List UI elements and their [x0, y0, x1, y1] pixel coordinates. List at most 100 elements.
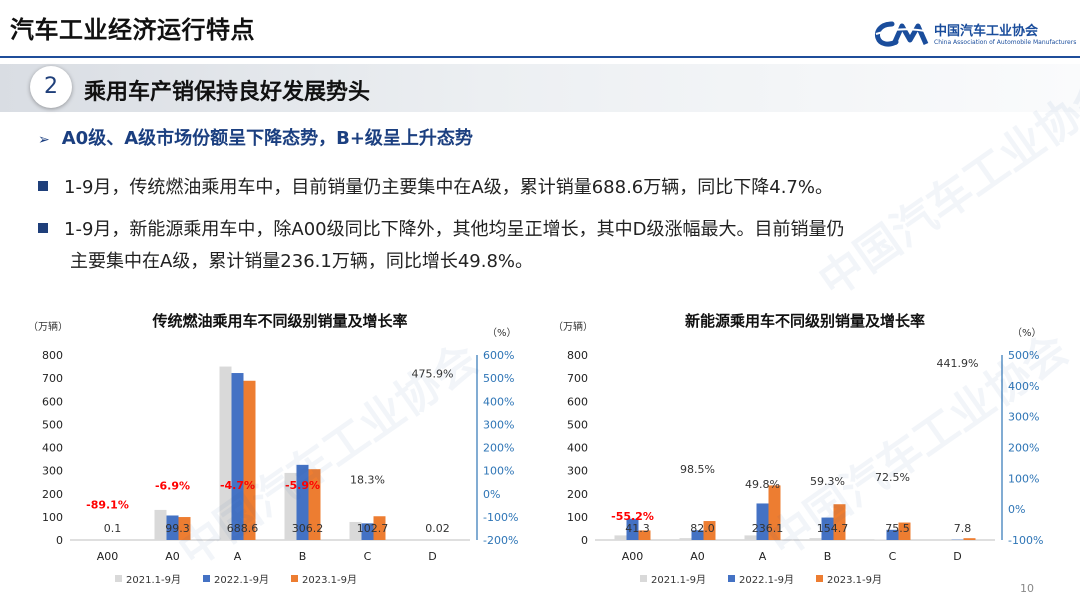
growth-label: 98.5% [680, 463, 715, 476]
data-label: 99.3 [165, 522, 190, 535]
bullet-ice-text: 1-9月，传统燃油乘用车中，目前销量仍主要集中在A级，累计销量688.6万辆，同… [64, 177, 833, 198]
y2-tick-label: -200% [483, 534, 518, 547]
y-tick-label: 400 [42, 442, 63, 455]
x-tick-label: A [234, 550, 242, 563]
logo-text-cn: 中国汽车工业协会 [934, 24, 1039, 39]
bar-2022.1-9月 [756, 503, 769, 540]
bar-2022.1-9月 [166, 515, 179, 540]
chart-ice-svg: 传统燃油乘用车不同级别销量及增长率 （万辆） （%） 0 100 200 300 400 500… [28, 312, 518, 586]
bar-2022.1-9月 [691, 530, 704, 540]
y-tick-label: 500 [42, 418, 63, 431]
data-label: 688.6 [227, 522, 259, 535]
data-label: 0.1 [104, 522, 122, 535]
bar-2021.1-9月 [809, 538, 822, 540]
data-label: 7.8 [954, 522, 972, 535]
legend-label: 2021.1-9月 [651, 574, 706, 586]
bar-2023.1-9月 [898, 522, 911, 540]
x-tick-label: A0 [690, 550, 705, 563]
y-tick-label: 200 [567, 488, 588, 501]
y2-tick-label: -100% [483, 511, 518, 524]
y-tick-label: 600 [567, 395, 588, 408]
bar-2021.1-9月 [154, 509, 167, 540]
section-bar [0, 64, 1080, 112]
y2-tick-label: 600% [483, 349, 514, 362]
bullet-nev-text-2: 主要集中在A级，累计销量236.1万辆，同比增长49.8%。 [70, 251, 534, 272]
x-tick-label: C [889, 550, 897, 563]
y2-tick-label: 400% [1008, 380, 1039, 393]
x-tick-label: B [824, 550, 832, 563]
y2-tick-label: 0% [1008, 503, 1025, 516]
arrow-icon: ➢ [38, 132, 50, 148]
bar-2022.1-9月 [296, 464, 309, 540]
legend-label: 2021.1-9月 [126, 574, 181, 586]
bar-2021.1-9月 [614, 535, 627, 540]
bar-2023.1-9月 [833, 504, 846, 540]
data-label: 306.2 [292, 522, 324, 535]
y-tick-label: 100 [42, 511, 63, 524]
y-tick-label: 700 [42, 372, 63, 385]
logo-text-en: China Association of Automobile Manufact… [934, 39, 1077, 46]
legend-swatch [203, 575, 210, 582]
data-label: 75.5 [885, 522, 910, 535]
subheading-text: A0级、A级市场份额呈下降态势，B+级呈上升态势 [61, 128, 473, 149]
legend-swatch [291, 575, 298, 582]
data-label: 82.0 [690, 522, 715, 535]
section-number: 2 [30, 66, 72, 108]
x-tick-label: A0 [165, 550, 180, 563]
square-bullet-icon [38, 223, 48, 233]
y-axis-label: （万辆） [28, 320, 68, 333]
y-tick-label: 200 [42, 488, 63, 501]
y-tick-label: 300 [42, 465, 63, 478]
x-tick-label: D [428, 550, 436, 563]
bar-2023.1-9月 [178, 517, 191, 540]
x-tick-label: A [759, 550, 767, 563]
y2-tick-label: 300% [483, 418, 514, 431]
legend-label: 2022.1-9月 [214, 574, 269, 586]
growth-label: -5.9% [285, 479, 320, 492]
bar-2023.1-9月 [308, 469, 321, 540]
bar-2023.1-9月 [373, 516, 386, 540]
bullet-ice: 1-9月，传统燃油乘用车中，目前销量仍主要集中在A级，累计销量688.6万辆，同… [38, 172, 1058, 204]
bar-2023.1-9月 [703, 521, 716, 540]
bar-2021.1-9月 [349, 521, 362, 540]
legend-swatch [115, 575, 122, 582]
legend-label: 2023.1-9月 [827, 574, 882, 586]
y2-tick-label: 100% [1008, 472, 1039, 485]
data-label: 41.3 [625, 522, 650, 535]
growth-label: 18.3% [350, 474, 385, 487]
bar-2022.1-9月 [361, 523, 374, 540]
y2-tick-label: 500% [1008, 349, 1039, 362]
growth-label: 475.9% [412, 368, 454, 381]
square-bullet-icon [38, 181, 48, 191]
y2-axis-label: （%） [487, 327, 517, 339]
growth-label: 441.9% [937, 357, 979, 370]
growth-label: 72.5% [875, 471, 910, 484]
growth-label: 59.3% [810, 475, 845, 488]
bar-2023.1-9月 [638, 530, 651, 540]
y-tick-label: 300 [567, 465, 588, 478]
chart-title: 新能源乘用车不同级别销量及增长率 [685, 312, 925, 330]
bar-2021.1-9月 [679, 538, 692, 540]
growth-label: -89.1% [86, 498, 129, 511]
y-tick-label: 800 [567, 349, 588, 362]
bar-2022.1-9月 [626, 518, 639, 540]
growth-label: -55.2% [611, 510, 654, 523]
y2-tick-label: 500% [483, 372, 514, 385]
bullet-nev: 1-9月，新能源乘用车中，除A00级同比下降外，其他均呈正增长，其中D级涨幅最大… [38, 214, 1058, 278]
growth-label: -4.7% [220, 479, 255, 492]
y-tick-label: 400 [567, 442, 588, 455]
y-tick-label: 600 [42, 395, 63, 408]
chart-ice: 传统燃油乘用车不同级别销量及增长率 （万辆） （%） 0 100 200 300 400 500… [20, 300, 540, 595]
y2-tick-label: 200% [1008, 442, 1039, 455]
legend-swatch [816, 575, 823, 582]
data-label: 0.02 [425, 522, 450, 535]
legend-swatch [728, 575, 735, 582]
data-label: 236.1 [752, 522, 784, 535]
x-tick-label: A00 [97, 550, 119, 563]
y2-tick-label: -100% [1008, 534, 1043, 547]
bar-2023.1-9月 [243, 380, 256, 540]
x-tick-label: C [364, 550, 372, 563]
x-tick-label: A00 [622, 550, 644, 563]
legend-label: 2023.1-9月 [302, 574, 357, 586]
legend-label: 2022.1-9月 [739, 574, 794, 586]
